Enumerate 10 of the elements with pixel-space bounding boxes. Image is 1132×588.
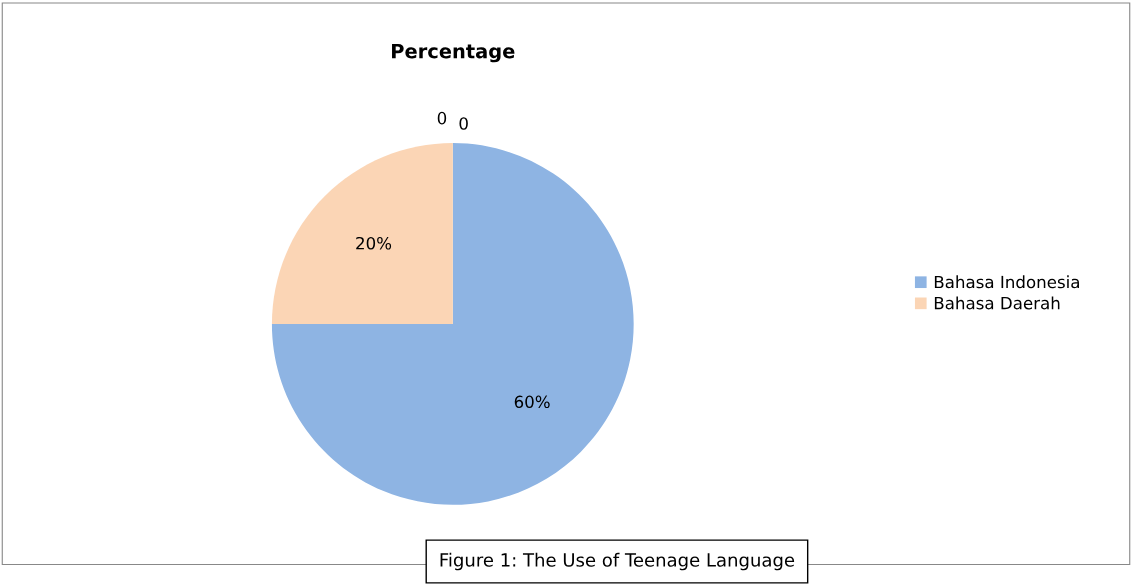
pie-slice xyxy=(271,143,634,505)
text: 0 xyxy=(459,117,468,130)
data-label: 20% xyxy=(356,236,392,250)
chart-title: Percentage xyxy=(392,43,515,63)
legend-label: Bahasa Daerah xyxy=(934,296,1060,310)
pie-slice xyxy=(271,143,453,324)
text: 0 xyxy=(437,111,447,125)
legend-label: Bahasa Indonesia xyxy=(934,275,1079,289)
data-label: 60% xyxy=(514,395,550,409)
caption: Figure 1: The Use of Teenage Language xyxy=(440,552,795,571)
